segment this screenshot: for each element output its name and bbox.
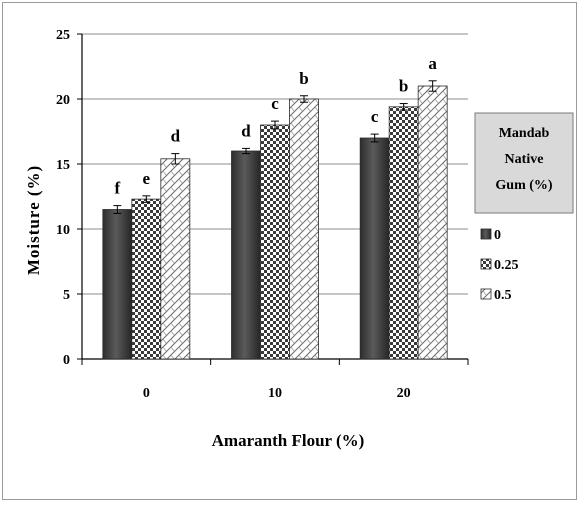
legend-swatch	[480, 288, 492, 300]
error-bar	[399, 103, 408, 111]
legend-label: 0.25	[494, 258, 519, 273]
legend-label: 0.5	[494, 288, 512, 303]
bar-0.25-0	[131, 198, 162, 360]
legend-item-0.5: 0.5	[480, 288, 512, 303]
legend: Mandab Native Gum (%) 0 0.25 0.5	[474, 112, 574, 303]
bar-0-20	[359, 137, 390, 360]
bar-0.25-20	[388, 106, 419, 360]
significance-letter: c	[371, 107, 379, 126]
bar-0.25-10	[260, 124, 290, 360]
bar-0-0	[102, 209, 133, 360]
error-bar	[300, 95, 308, 103]
bar-0-10	[231, 150, 261, 360]
error-bar	[428, 80, 437, 92]
error-bar	[113, 205, 122, 214]
significance-letter: d	[241, 121, 251, 140]
x-tick-labels: 0 10 20	[143, 386, 411, 401]
significance-letter: a	[428, 54, 437, 73]
y-tick-label: 20	[56, 93, 70, 108]
x-tick-label: 0	[143, 386, 150, 401]
bar-0.5-10	[289, 98, 319, 360]
legend-item-0: 0	[480, 228, 501, 243]
x-tick-label: 20	[397, 386, 411, 401]
x-tick-label: 10	[268, 386, 282, 401]
significance-letter: b	[299, 69, 308, 88]
legend-item-0.25: 0.25	[480, 258, 519, 273]
bar-0.5-20	[417, 85, 448, 360]
error-bar	[171, 153, 180, 165]
y-tick-label: 0	[63, 353, 70, 368]
legend-title-line-1: Mandab	[499, 126, 550, 141]
bar-0.5-0	[160, 158, 191, 360]
legend-swatch	[480, 228, 492, 240]
y-tick-label: 10	[56, 223, 70, 238]
y-tick-labels: 0 5 10 15 20 25	[56, 28, 70, 368]
y-tick-label: 15	[56, 158, 70, 173]
bars	[102, 85, 448, 360]
significance-letters: f e d d c b c b a	[114, 54, 437, 198]
legend-title-box	[474, 112, 574, 214]
y-axis-label: Moisture (%)	[24, 165, 43, 275]
y-tick-label: 25	[56, 28, 70, 43]
significance-letter: e	[143, 169, 151, 188]
legend-swatch	[480, 258, 492, 270]
significance-letter: c	[271, 94, 279, 113]
legend-title-line-2: Native	[505, 152, 544, 167]
error-bar	[142, 195, 151, 203]
legend-label: 0	[494, 228, 501, 243]
legend-title-line-3: Gum (%)	[495, 178, 553, 193]
error-bar	[271, 120, 279, 130]
significance-letter: f	[114, 179, 120, 198]
x-axis-label: Amaranth Flour (%)	[212, 431, 365, 450]
y-tick-label: 5	[63, 288, 70, 303]
significance-letter: d	[171, 127, 181, 146]
error-bar	[370, 133, 379, 143]
significance-letter: b	[399, 77, 408, 96]
error-bar	[242, 147, 250, 155]
error-bars	[113, 80, 437, 214]
